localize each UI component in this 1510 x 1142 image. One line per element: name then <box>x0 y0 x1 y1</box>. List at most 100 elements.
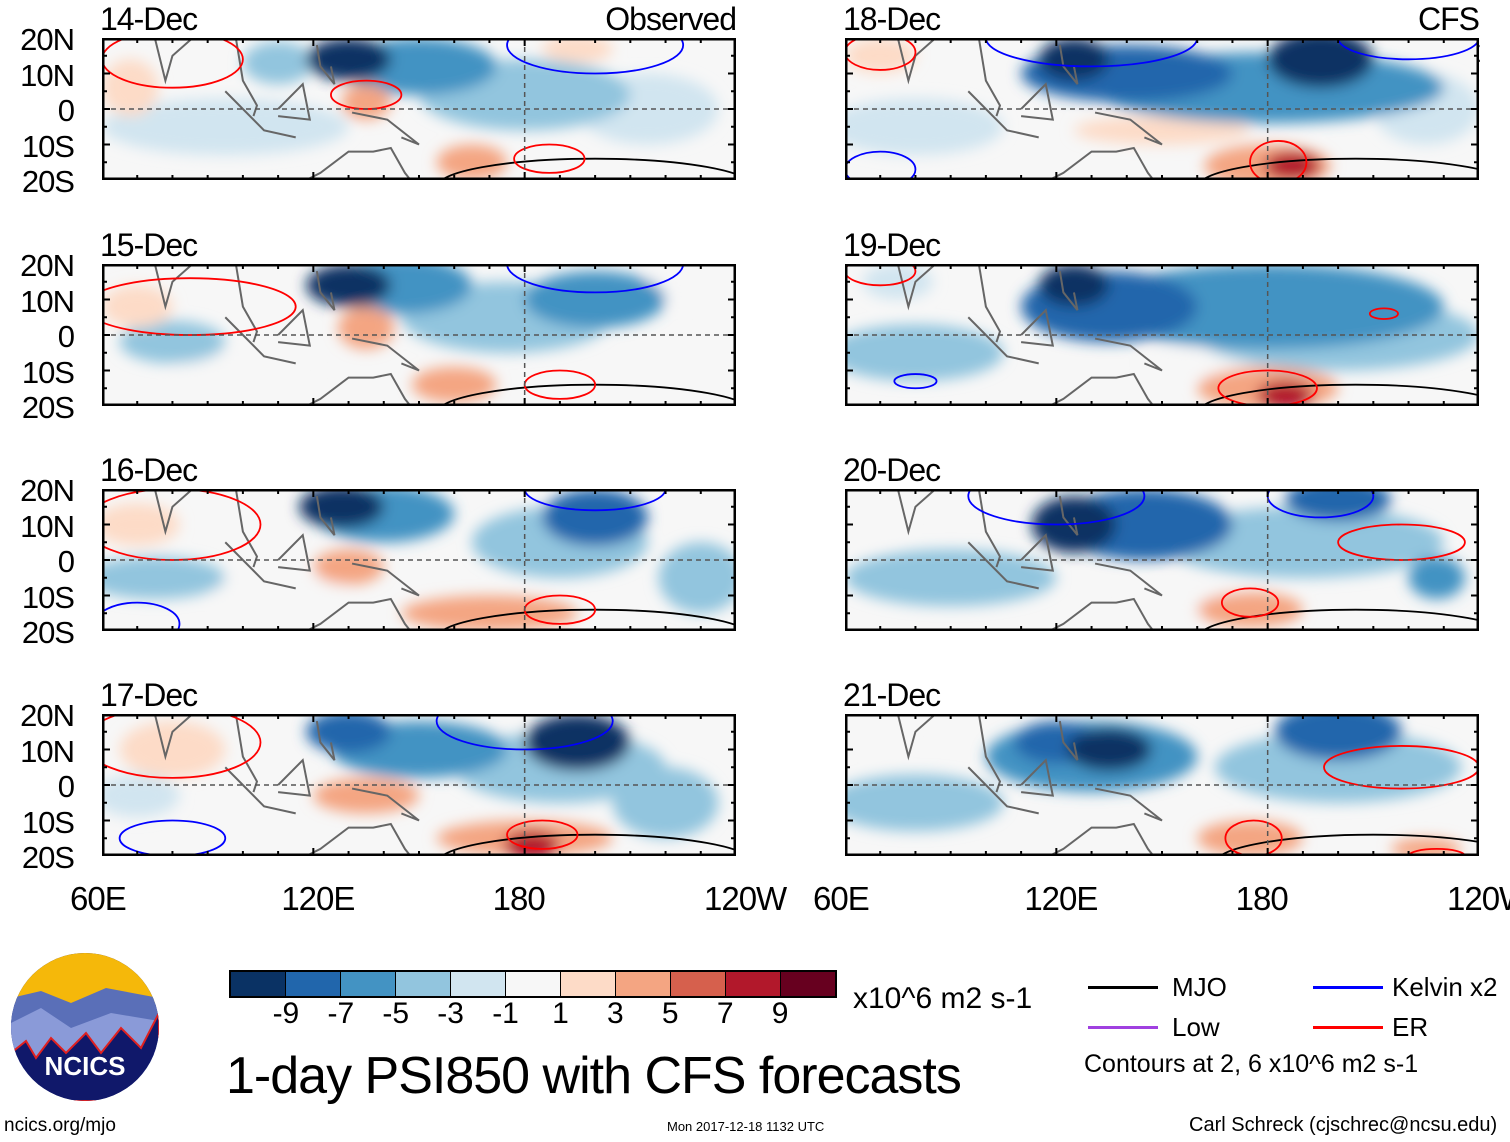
coastline <box>224 90 296 139</box>
anomaly-region <box>102 285 173 328</box>
panel-date: 17-Dec <box>100 677 198 713</box>
anomaly-region <box>306 714 391 754</box>
er-contour <box>845 38 917 71</box>
colorbar-tick-label: 9 <box>771 997 789 1030</box>
mjo-contour <box>1200 383 1479 406</box>
coastline <box>1020 308 1055 347</box>
anomaly-region <box>1066 728 1152 771</box>
anomaly-region <box>542 38 613 63</box>
lat-label: 0 <box>57 769 75 804</box>
lat-label: 20N <box>20 22 75 57</box>
kelvin-contour <box>435 714 614 751</box>
er-contour <box>102 714 262 779</box>
coastline <box>304 146 412 180</box>
map-panel <box>102 264 736 406</box>
coastline <box>967 90 1039 139</box>
er-contour <box>102 489 262 561</box>
colorbar-tick-label: -3 <box>437 997 464 1030</box>
coastline <box>277 758 312 797</box>
footer-timestamp: Mon 2017-12-18 1132 UTC <box>667 1119 825 1134</box>
mjo-contour <box>1218 833 1479 856</box>
anomaly-region <box>1264 151 1321 180</box>
anomaly-region <box>1214 731 1462 803</box>
colorbar-tick-label: -7 <box>327 997 355 1030</box>
kelvin-line-swatch <box>1313 986 1383 989</box>
legend-mjo: MJO <box>1172 972 1227 1002</box>
coastline <box>153 264 195 311</box>
coastline <box>977 38 1002 117</box>
coastline <box>351 111 420 146</box>
lon-label: 180 <box>1235 880 1289 917</box>
anomaly-region <box>862 264 934 300</box>
coastline <box>277 533 312 572</box>
coastline <box>315 270 336 311</box>
colorbar-tick-label: 5 <box>661 997 679 1030</box>
footer-credit: Carl Schreck (cjschrec@ncsu.edu) <box>1189 1114 1498 1136</box>
lat-label: 10N <box>20 283 75 319</box>
footer-url[interactable]: ncics.org/mjo <box>4 1115 116 1136</box>
coastline <box>153 38 195 85</box>
lon-label: 60E <box>70 880 127 917</box>
lat-label: 20S <box>21 615 75 650</box>
coastline <box>351 787 420 822</box>
coastline <box>234 264 259 343</box>
coastline <box>1047 372 1155 406</box>
observed-label: Observed <box>605 1 737 37</box>
anomaly-region <box>1073 116 1251 145</box>
lat-label: 0 <box>57 93 75 128</box>
colorbar-units: x10^6 m2 s-1 <box>853 982 1033 1015</box>
panel-date: 19-Dec <box>843 227 941 263</box>
mjo-contour <box>440 833 736 856</box>
coastline <box>234 38 259 117</box>
lat-label: 10N <box>20 733 75 769</box>
ncics-logo: NCICS <box>11 953 159 1101</box>
anomaly-region <box>119 721 226 778</box>
coastline <box>277 82 312 121</box>
panel-date: 20-Dec <box>843 452 941 488</box>
lat-label: 10S <box>21 579 75 615</box>
er-contour <box>1224 819 1283 856</box>
anomaly-region <box>1267 38 1374 88</box>
colorbar-swatch <box>780 972 835 996</box>
anomaly-region <box>1038 38 1110 81</box>
lon-label: 120W <box>704 880 787 917</box>
coastline <box>315 44 336 85</box>
coastline <box>896 714 938 761</box>
anomaly-region <box>852 714 909 750</box>
map-panel <box>102 489 736 631</box>
lon-label: 180 <box>492 880 546 917</box>
anomaly-region <box>852 496 909 539</box>
coastline <box>896 38 938 85</box>
coastline <box>967 541 1039 590</box>
anomaly-region <box>306 38 391 81</box>
coastline <box>351 337 420 372</box>
er-contour <box>1220 587 1280 618</box>
legend-er: ER <box>1392 1012 1429 1042</box>
panel-date: 14-Dec <box>100 1 198 37</box>
colorbar-swatch <box>285 972 340 996</box>
anomaly-region <box>845 549 1057 607</box>
map-panel <box>845 38 1479 180</box>
legend-kelvin: Kelvin x2 <box>1392 972 1498 1002</box>
map-panel <box>102 38 736 180</box>
lon-label: 120E <box>281 880 355 917</box>
anomaly-region <box>102 59 159 117</box>
anomaly-region <box>612 767 719 839</box>
er-contour <box>1217 369 1318 406</box>
colorbar-tick-label: -1 <box>492 997 519 1030</box>
colorbar-swatch <box>615 972 670 996</box>
colorbar-tick-label: 7 <box>716 997 734 1030</box>
anomaly-region <box>172 352 314 389</box>
coastline <box>304 372 412 406</box>
map-panel <box>845 489 1479 631</box>
coastline <box>224 541 296 590</box>
anomaly-region <box>207 570 349 607</box>
coastline <box>304 597 412 631</box>
lat-label: 20N <box>20 698 75 733</box>
coastline <box>977 264 1002 343</box>
kelvin-contour <box>523 489 667 512</box>
er-contour <box>506 819 579 850</box>
mjo-contour <box>1200 157 1479 180</box>
colorbar-swatch <box>340 972 395 996</box>
lat-label: 20N <box>20 473 75 508</box>
